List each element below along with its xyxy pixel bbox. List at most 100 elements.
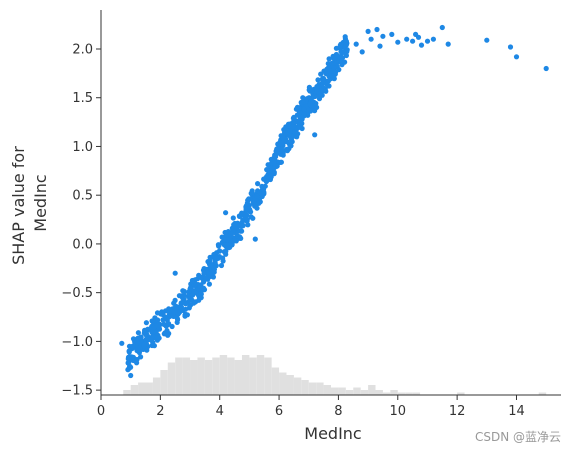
- scatter-point: [265, 162, 271, 168]
- scatter-point: [219, 234, 225, 240]
- scatter-point: [255, 181, 261, 187]
- histogram-bar: [264, 357, 272, 395]
- x-axis-ticks: 0 2 4 6 8 10 12 14: [97, 395, 525, 419]
- scatter-point: [165, 321, 171, 327]
- scatter-point: [138, 354, 144, 360]
- scatter-point: [177, 309, 183, 315]
- scatter-point: [166, 306, 172, 312]
- scatter-point: [297, 110, 303, 116]
- y-axis-label-line-1: SHAP value for: [9, 146, 28, 265]
- scatter-point: [187, 297, 193, 303]
- scatter-point: [224, 231, 230, 238]
- scatter-point: [236, 221, 242, 227]
- scatter-point: [192, 289, 198, 296]
- y-tick-label: −0.5: [61, 286, 93, 301]
- scatter-point: [126, 348, 132, 354]
- y-tick-label: 1.0: [72, 140, 93, 155]
- scatter-point: [128, 372, 134, 379]
- histogram-bar: [345, 390, 354, 395]
- histogram-bar: [227, 357, 235, 395]
- scatter-point: [196, 294, 203, 301]
- scatter-point: [249, 188, 255, 194]
- scatter-point: [251, 197, 257, 203]
- y-tick-label: 2.0: [72, 42, 93, 57]
- scatter-point: [513, 54, 520, 60]
- histogram-bar: [123, 390, 131, 395]
- scatter-point: [151, 325, 157, 331]
- scatter-point: [368, 36, 374, 42]
- scatter-point: [301, 106, 307, 112]
- scatter-point: [296, 124, 302, 130]
- scatter-point: [445, 41, 451, 47]
- scatter-point: [143, 341, 149, 347]
- histogram-bar: [538, 392, 547, 395]
- scatter-point: [198, 274, 204, 280]
- scatter-point: [223, 248, 229, 254]
- scatter-point: [365, 28, 371, 34]
- scatter-point: [329, 60, 335, 66]
- scatter-point: [290, 115, 296, 121]
- scatter-point: [186, 305, 192, 311]
- scatter-point: [336, 57, 342, 63]
- scatter-point: [183, 301, 189, 307]
- scatter-point: [172, 297, 178, 303]
- scatter-point: [144, 332, 150, 338]
- scatter-point: [315, 77, 321, 83]
- scatter-point: [380, 33, 386, 39]
- histogram-bar: [182, 357, 191, 395]
- scatter-point: [285, 121, 292, 127]
- scatter-point: [280, 135, 286, 141]
- scatter-point: [278, 159, 284, 165]
- scatter-point: [274, 146, 280, 152]
- histogram-bar: [212, 357, 220, 395]
- scatter-point: [207, 258, 213, 264]
- x-tick-label: 2: [156, 404, 164, 419]
- scatter-point: [252, 236, 258, 242]
- scatter-point: [237, 228, 243, 234]
- scatter-point: [236, 213, 242, 219]
- scatter-point: [137, 334, 143, 340]
- histogram-bar: [279, 372, 287, 395]
- scatter-point: [439, 24, 445, 31]
- scatter-point: [290, 120, 296, 126]
- scatter-point: [359, 49, 365, 55]
- scatter-point: [331, 65, 337, 71]
- scatter-point: [263, 178, 269, 185]
- scatter-point: [313, 100, 319, 107]
- scatter-point: [290, 124, 296, 130]
- scatter-point: [395, 39, 401, 45]
- scatter-point: [150, 318, 156, 324]
- scatter-point: [323, 71, 329, 77]
- scatter-point: [333, 69, 339, 75]
- histogram-bar: [338, 387, 346, 395]
- y-axis-label-line-2: MedInc: [31, 174, 50, 231]
- x-tick-label: 4: [216, 404, 224, 419]
- scatter-point: [206, 281, 212, 287]
- scatter-point: [201, 266, 207, 272]
- y-tick-label: 0.0: [72, 237, 93, 252]
- scatter-point: [161, 321, 167, 327]
- scatter-point: [217, 248, 223, 254]
- scatter-point: [244, 217, 250, 223]
- scatter-point: [404, 36, 410, 42]
- scatter-point: [143, 320, 149, 326]
- scatter-point: [189, 277, 195, 284]
- histogram-bar: [390, 390, 398, 395]
- scatter-point: [300, 95, 306, 101]
- scatter-point: [333, 45, 339, 51]
- scatter-point: [320, 78, 326, 85]
- scatter-point: [164, 328, 170, 334]
- scatter-point: [343, 52, 349, 59]
- histogram-bar: [175, 357, 183, 395]
- scatter-points-layer: [119, 24, 549, 379]
- scatter-point: [389, 31, 395, 37]
- histogram-bar: [190, 360, 198, 395]
- histogram-bar: [256, 355, 265, 395]
- histogram-bar: [152, 377, 161, 395]
- scatter-point: [171, 313, 177, 319]
- scatter-point: [212, 254, 218, 260]
- scatter-point: [144, 347, 150, 353]
- scatter-point: [318, 71, 324, 77]
- scatter-point: [324, 81, 330, 87]
